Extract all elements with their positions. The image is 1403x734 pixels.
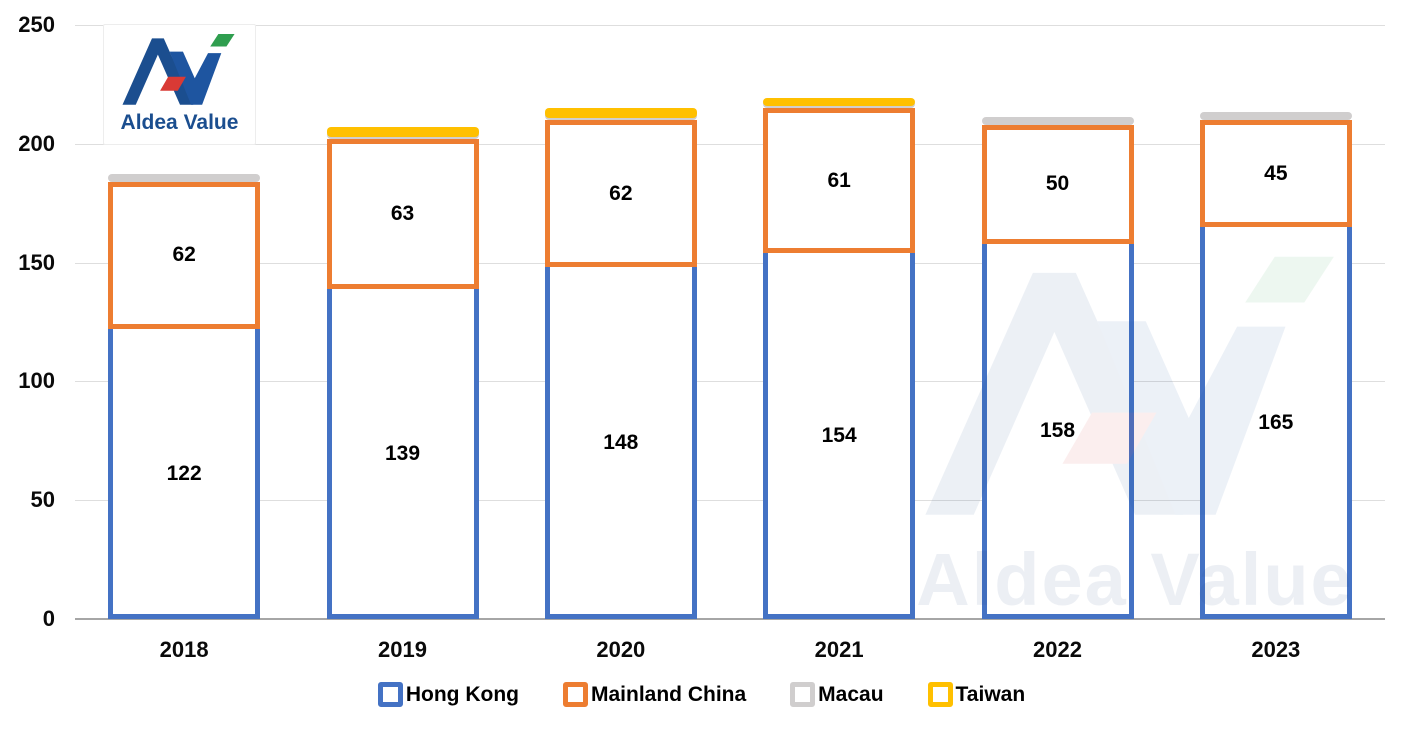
x-axis-line: [75, 618, 1385, 620]
y-axis-tick-label: 150: [18, 249, 55, 275]
bar-value-label: 45: [1264, 161, 1288, 185]
x-axis-label-2022: 2022: [1033, 637, 1082, 662]
y-axis-tick-label: 100: [18, 368, 55, 394]
legend-label: Mainland China: [590, 682, 747, 706]
bar-value-label: 62: [609, 181, 633, 205]
bar-value-label: 165: [1258, 410, 1294, 434]
bar-value-label: 61: [827, 168, 851, 192]
gridline: [75, 143, 1385, 145]
bar-mainland-china-2021: [763, 108, 916, 254]
x-axis-label-2021: 2021: [814, 637, 864, 662]
x-axis-label-2019: 2019: [378, 637, 427, 662]
bar-macau-2018: [108, 173, 261, 182]
bar-hong-kong-2023: [1199, 226, 1352, 619]
bar-value-label: 139: [384, 441, 421, 465]
gridline: [75, 262, 1385, 264]
legend-marker-macau-icon: [790, 682, 816, 707]
bar-value-label: 154: [821, 424, 857, 448]
legend-item-taiwan: Taiwan: [927, 682, 1026, 707]
bar-value-label: 63: [390, 201, 415, 225]
bar-mainland-china-2019: [326, 139, 479, 289]
legend-label: Macau: [818, 682, 884, 706]
bar-value-label: 148: [603, 431, 639, 455]
bar-taiwan-2019: [326, 127, 479, 137]
y-axis-tick-label: 50: [30, 487, 55, 513]
y-axis-tick-label: 0: [42, 606, 55, 631]
y-axis-tick-label: 250: [18, 12, 55, 37]
legend-label: Taiwan: [955, 682, 1026, 706]
legend: Hong Kong Mainland China Macau Taiwan: [0, 682, 1403, 707]
legend-item-mainland-china: Mainland China: [562, 682, 747, 707]
logo-monogram-icon: [121, 31, 239, 113]
legend-marker-hong-kong-icon: [377, 682, 403, 707]
legend-item-macau: Macau: [790, 682, 884, 707]
bar-macau-2022: [981, 116, 1134, 125]
bar-mainland-china-2018: [108, 181, 261, 330]
logo-text: Aldea Value: [120, 110, 239, 134]
bar-mainland-china-2022: [981, 124, 1134, 244]
bar-value-label: 122: [166, 462, 202, 486]
bar-hong-kong-2022: [981, 243, 1134, 619]
gridline: [75, 500, 1385, 502]
x-axis-label-2020: 2020: [596, 637, 646, 662]
bar-hong-kong-2019: [326, 288, 479, 619]
bar-value-label: 50: [1045, 172, 1070, 196]
x-axis-label-2018: 2018: [159, 637, 209, 662]
gridline: [75, 25, 1385, 26]
bar-value-label: 158: [1039, 419, 1076, 443]
legend-item-hong-kong: Hong Kong: [377, 682, 519, 707]
legend-label: Hong Kong: [405, 682, 519, 706]
bar-mainland-china-2023: [1199, 120, 1352, 227]
legend-marker-mainland-china-icon: [562, 682, 588, 707]
gridline: [75, 381, 1385, 383]
x-axis-label-2023: 2023: [1251, 637, 1301, 662]
bar-taiwan-2020: [544, 108, 697, 118]
bar-mainland-china-2020: [544, 120, 697, 268]
y-axis-tick-label: 200: [18, 130, 55, 156]
brand-logo: Aldea Value: [103, 24, 256, 145]
bar-hong-kong-2020: [544, 267, 697, 619]
legend-marker-taiwan-icon: [927, 682, 953, 707]
bar-hong-kong-2018: [108, 329, 261, 619]
bar-macau-2023: [1199, 112, 1352, 121]
bar-value-label: 62: [172, 243, 196, 267]
bar-taiwan-2021: [763, 97, 916, 106]
bar-hong-kong-2021: [763, 253, 916, 619]
